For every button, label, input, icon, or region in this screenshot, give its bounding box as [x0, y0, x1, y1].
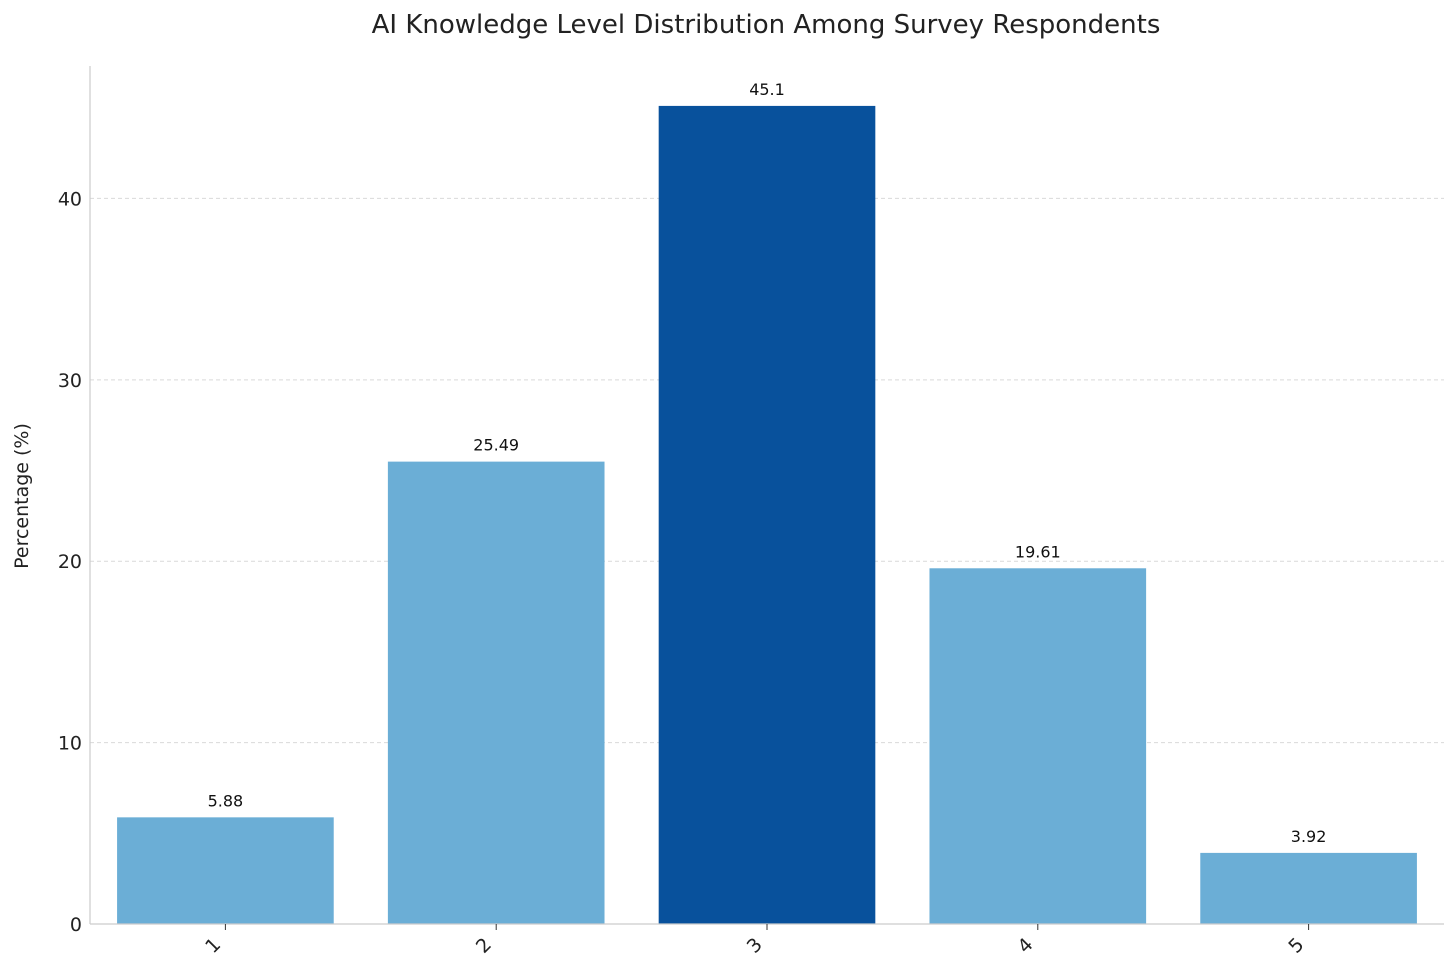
- x-tick-label: 1: [201, 934, 225, 958]
- y-tick-label: 0: [70, 914, 82, 936]
- bar-1: [117, 817, 334, 924]
- x-tick-label: 4: [1014, 934, 1038, 958]
- y-axis-label: Percentage (%): [11, 423, 33, 569]
- x-ticks: 1 2 3 4 5: [201, 924, 1310, 958]
- data-label: 3.92: [1291, 827, 1327, 846]
- bar-3: [658, 105, 876, 924]
- y-tick-label: 10: [58, 733, 82, 755]
- bars: [117, 105, 1417, 924]
- y-ticks: 0 10 20 30 40: [58, 188, 82, 936]
- data-label: 5.88: [208, 791, 244, 810]
- x-tick-label: 2: [472, 934, 496, 958]
- data-label: 19.61: [1015, 542, 1061, 561]
- y-tick-label: 30: [58, 370, 82, 392]
- x-tick-label: 3: [743, 934, 767, 958]
- y-tick-label: 40: [58, 188, 82, 210]
- chart-title: AI Knowledge Level Distribution Among Su…: [372, 10, 1161, 40]
- x-tick-label: 5: [1284, 934, 1308, 958]
- grid-lines: [90, 197, 1444, 744]
- data-labels: 5.88 25.49 45.1 19.61 3.92: [208, 80, 1327, 846]
- bar-2: [387, 461, 605, 924]
- y-tick-label: 20: [58, 551, 82, 573]
- bar-4: [929, 568, 1147, 924]
- data-label: 25.49: [473, 436, 519, 455]
- bar-5: [1200, 852, 1417, 924]
- data-label: 45.1: [749, 80, 785, 99]
